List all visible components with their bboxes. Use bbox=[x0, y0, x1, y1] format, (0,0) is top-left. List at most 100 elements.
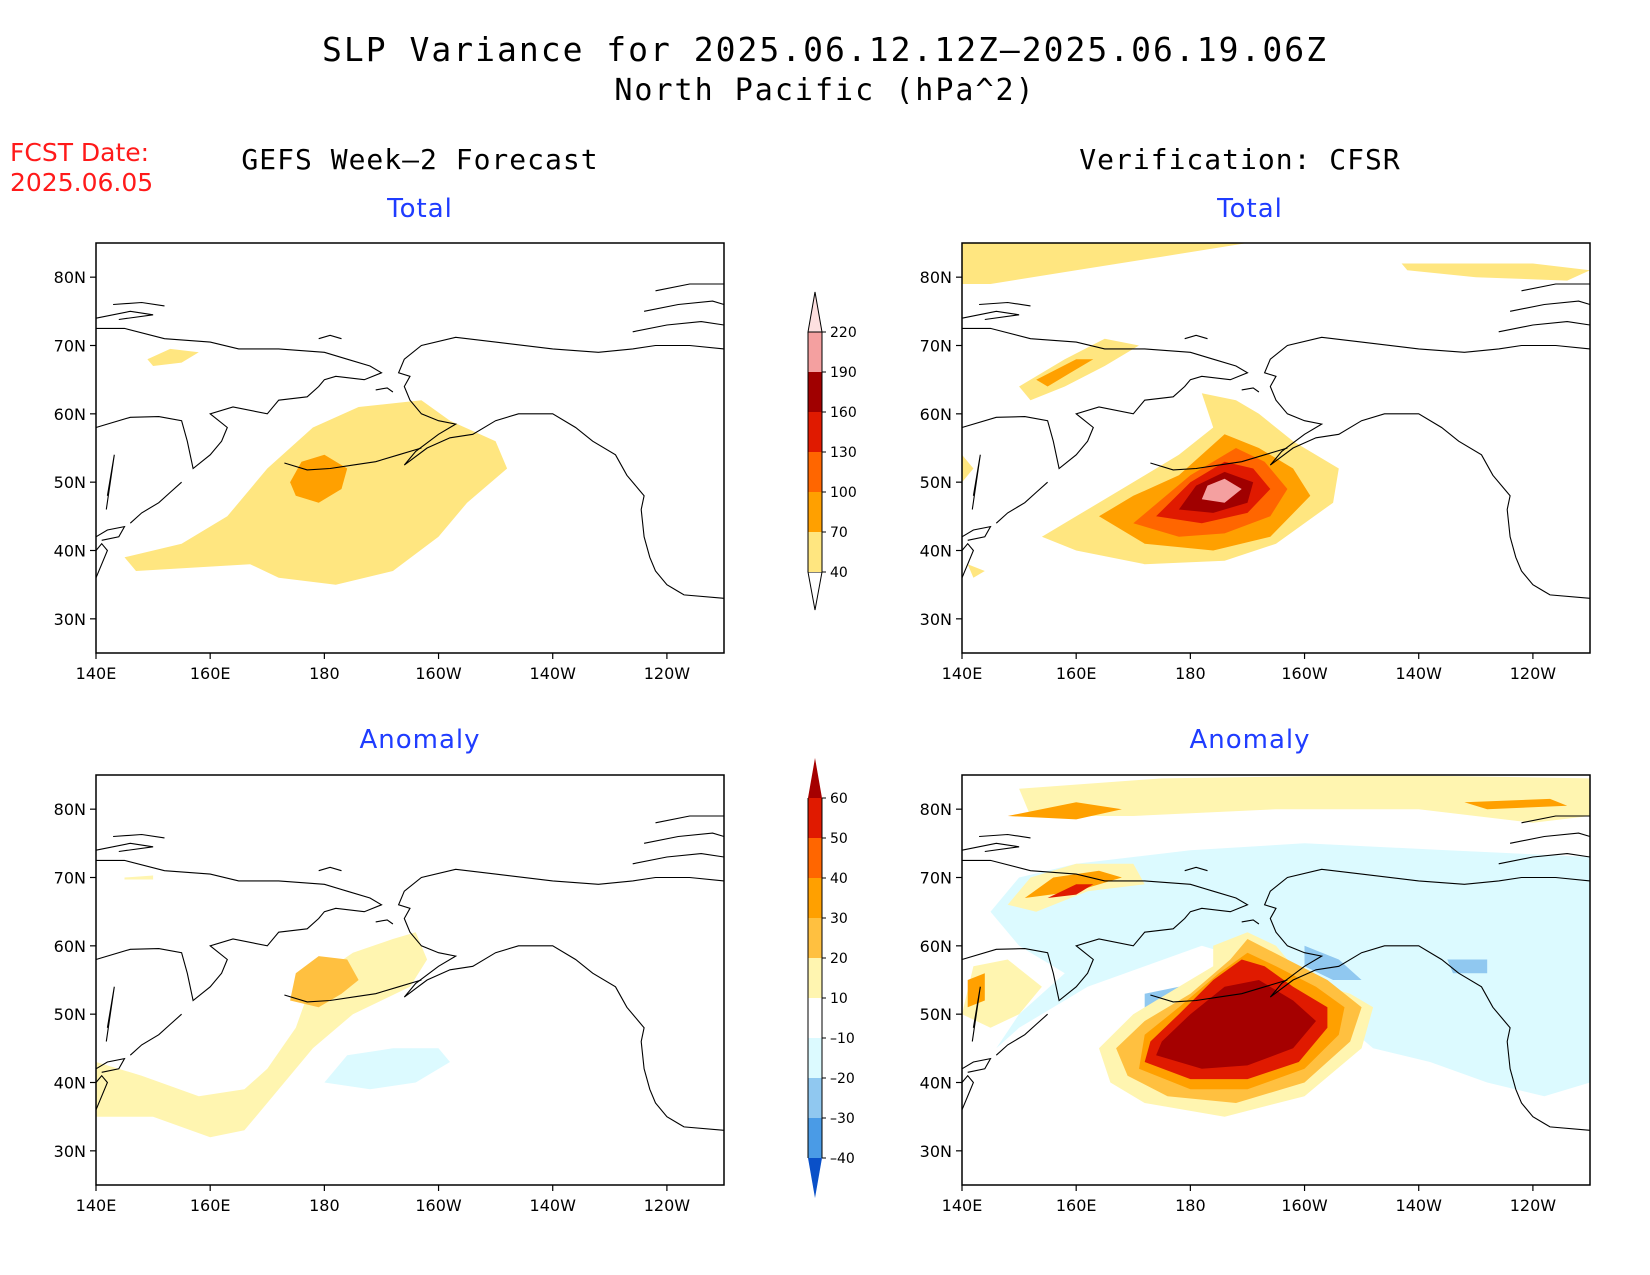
lat-label: 80N bbox=[920, 800, 952, 819]
shade-region bbox=[1024, 870, 1122, 898]
colorbar-swatch bbox=[808, 492, 822, 532]
shade-region bbox=[967, 564, 985, 578]
coastline bbox=[1509, 300, 1591, 312]
panel-subtitle-verification-total: Total bbox=[1217, 194, 1283, 224]
lon-label: 180 bbox=[309, 1196, 340, 1215]
coastline bbox=[284, 447, 422, 471]
shade-region bbox=[1401, 263, 1590, 281]
coastline bbox=[284, 979, 422, 1003]
coastline bbox=[95, 859, 383, 1002]
colorbar-swatch bbox=[808, 958, 822, 998]
colorbar-label: –30 bbox=[830, 1111, 855, 1127]
shade-region bbox=[124, 875, 154, 880]
coastline bbox=[961, 842, 1020, 853]
lat-label: 40N bbox=[54, 1074, 86, 1093]
lat-label: 30N bbox=[920, 1142, 952, 1161]
colorbar-lower-arrow bbox=[807, 571, 823, 611]
colorbar-swatch bbox=[808, 998, 822, 1038]
colorbar-label: 190 bbox=[830, 365, 857, 381]
colorbar-label: –10 bbox=[830, 1031, 855, 1047]
colorbar-label: 70 bbox=[830, 525, 848, 541]
panel-subtitle-forecast-anomaly: Anomaly bbox=[359, 725, 481, 755]
shade-region bbox=[962, 243, 1248, 284]
coastline bbox=[1521, 283, 1590, 292]
coastline bbox=[105, 986, 115, 1042]
colorbar-swatch bbox=[808, 918, 822, 958]
coastline bbox=[113, 833, 165, 839]
coastline bbox=[971, 454, 981, 510]
lat-label: 50N bbox=[920, 473, 952, 492]
colorbar-label: 60 bbox=[830, 791, 848, 807]
coastline bbox=[979, 301, 1031, 307]
shade-region bbox=[290, 454, 348, 503]
colorbar-label: 100 bbox=[830, 485, 857, 501]
colorbar-swatch bbox=[808, 452, 822, 492]
colorbar-swatch bbox=[808, 1038, 822, 1078]
map-frame bbox=[961, 774, 1591, 1186]
lat-label: 60N bbox=[920, 937, 952, 956]
coastline bbox=[995, 481, 1048, 524]
lat-label: 80N bbox=[920, 268, 952, 287]
map-frame bbox=[961, 242, 1591, 654]
lat-label: 40N bbox=[920, 542, 952, 561]
coastline bbox=[1263, 868, 1591, 1131]
coastline bbox=[129, 481, 182, 524]
coastline bbox=[95, 310, 154, 321]
shade-region bbox=[962, 454, 974, 483]
lon-label: 120W bbox=[644, 664, 691, 683]
lat-label: 60N bbox=[920, 405, 952, 424]
fcst-date-value: 2025.06.05 bbox=[10, 168, 154, 197]
coastline bbox=[643, 832, 725, 844]
shade-region bbox=[1304, 945, 1362, 980]
coastline bbox=[375, 387, 394, 393]
shade-region bbox=[1019, 338, 1139, 401]
colorbar-label: 20 bbox=[830, 951, 848, 967]
lat-label: 30N bbox=[54, 610, 86, 629]
colorbar-upper-arrow bbox=[807, 291, 823, 333]
lat-label: 70N bbox=[54, 869, 86, 888]
colorbar-label: 130 bbox=[830, 445, 857, 461]
coastline bbox=[1241, 387, 1260, 393]
lon-label: 160W bbox=[415, 1196, 462, 1215]
coastline bbox=[95, 842, 154, 853]
lon-label: 140E bbox=[76, 664, 117, 683]
colorbar-label: 40 bbox=[830, 565, 848, 581]
coastline bbox=[961, 1057, 992, 1073]
coastline bbox=[375, 919, 394, 925]
coastline bbox=[1509, 832, 1591, 844]
lon-label: 140W bbox=[530, 664, 577, 683]
coastline bbox=[961, 859, 1249, 1002]
coastline bbox=[632, 853, 725, 865]
map-panel-verification-anomaly: 140E 160E 180 160W 140W 120W 80N 70N 60N 50N 40N 30… bbox=[920, 774, 1591, 1215]
shade-region bbox=[1047, 884, 1094, 898]
coastline bbox=[397, 868, 725, 1131]
map-panel-forecast-anomaly: 140E 160E 180 160W 140W 120W 80N 70N 60N 50N 40N 30… bbox=[54, 774, 725, 1215]
column-title-forecast: GEFS Week–2 Forecast bbox=[241, 143, 599, 176]
colorbar-swatch bbox=[808, 878, 822, 918]
lat-label: 40N bbox=[920, 1074, 952, 1093]
coastline bbox=[961, 1074, 975, 1111]
lat-label: 40N bbox=[54, 542, 86, 561]
shade-region bbox=[1447, 959, 1488, 974]
colorbar-label: –20 bbox=[830, 1071, 855, 1087]
shade-region bbox=[147, 348, 199, 366]
colorbar-swatch bbox=[808, 1078, 822, 1118]
lat-label: 30N bbox=[920, 610, 952, 629]
coastline bbox=[1498, 853, 1591, 865]
lon-label: 140E bbox=[942, 664, 983, 683]
map-panel-verification-total: 140E 160E 180 160W 140W 120W 80N 70N 60N 50N 40N 30… bbox=[920, 242, 1591, 683]
coastline bbox=[397, 336, 725, 599]
lon-label: 160W bbox=[415, 664, 462, 683]
colorbar-upper-arrow bbox=[808, 758, 822, 798]
lat-label: 70N bbox=[54, 337, 86, 356]
colorbar-label: 40 bbox=[830, 871, 848, 887]
lon-label: 120W bbox=[1510, 664, 1557, 683]
colorbar-swatch bbox=[808, 838, 822, 878]
lon-label: 160E bbox=[190, 1196, 231, 1215]
coastline bbox=[1150, 447, 1288, 471]
lon-label: 180 bbox=[309, 664, 340, 683]
shade-region bbox=[1201, 478, 1242, 503]
lat-label: 80N bbox=[54, 800, 86, 819]
colorbar-label: 220 bbox=[830, 325, 857, 341]
lon-label: 140W bbox=[1396, 1196, 1443, 1215]
